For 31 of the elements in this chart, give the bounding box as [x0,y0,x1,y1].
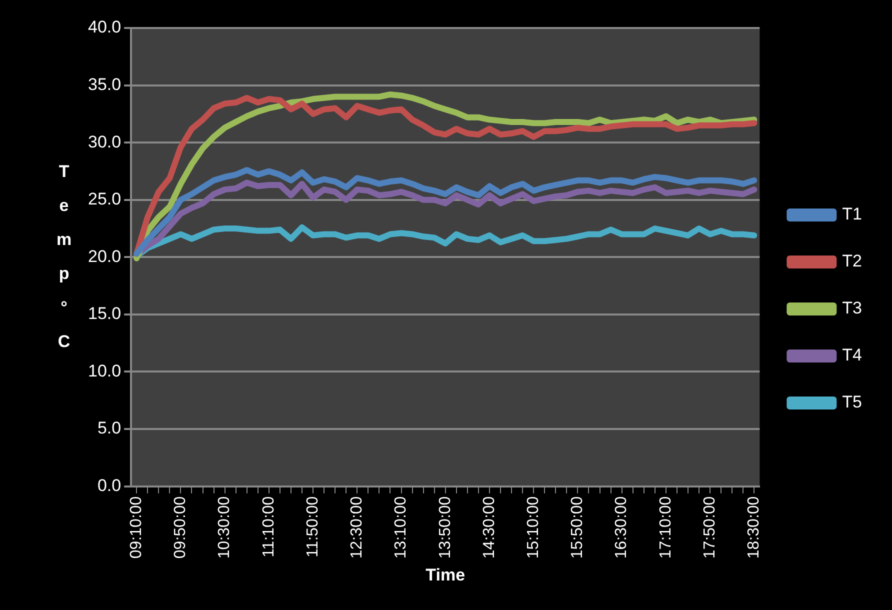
y-tick-label: 0.0 [97,476,122,496]
y-tick-label: 25.0 [88,190,122,209]
x-tick-label: 11:50:00 [304,496,322,558]
y-tick-label: 20.0 [88,246,122,266]
y-tick-label: 5.0 [97,418,122,438]
y-tick-label: 10.0 [88,361,122,380]
legend-label: T4 [842,346,862,365]
x-tick-label: 15:10:00 [525,496,542,559]
x-tick-label: 16:30:00 [613,496,630,559]
x-tick-label: 09:50:00 [172,496,190,559]
x-tick-label: 09:10:00 [128,496,146,559]
x-tick-label: 17:10:00 [657,496,674,559]
legend-label: T5 [842,392,862,412]
y-axis-title: Temp °C [56,162,72,351]
x-tick-label: 10:30:00 [216,496,234,559]
x-axis-title: Time [426,565,466,584]
x-tick-label: 13:10:00 [392,496,410,559]
x-tick-label: 15:50:00 [569,496,586,559]
x-tick-label: 12:30:00 [348,496,366,559]
x-tick-label: 18:30:00 [746,496,763,559]
y-tick-label: 40.0 [88,18,122,37]
legend-label: T2 [842,252,862,271]
x-tick-label: 13:50:00 [436,496,454,559]
legend-label: T3 [842,298,862,318]
x-tick-label: 11:10:00 [260,496,278,558]
y-tick-label: 15.0 [88,304,122,324]
y-tick-label: 30.0 [88,132,122,152]
legend-label: T1 [842,204,862,224]
y-tick-label: 35.0 [88,74,122,94]
x-tick-label: 17:50:00 [701,496,718,559]
x-tick-label: 14:30:00 [480,496,498,559]
